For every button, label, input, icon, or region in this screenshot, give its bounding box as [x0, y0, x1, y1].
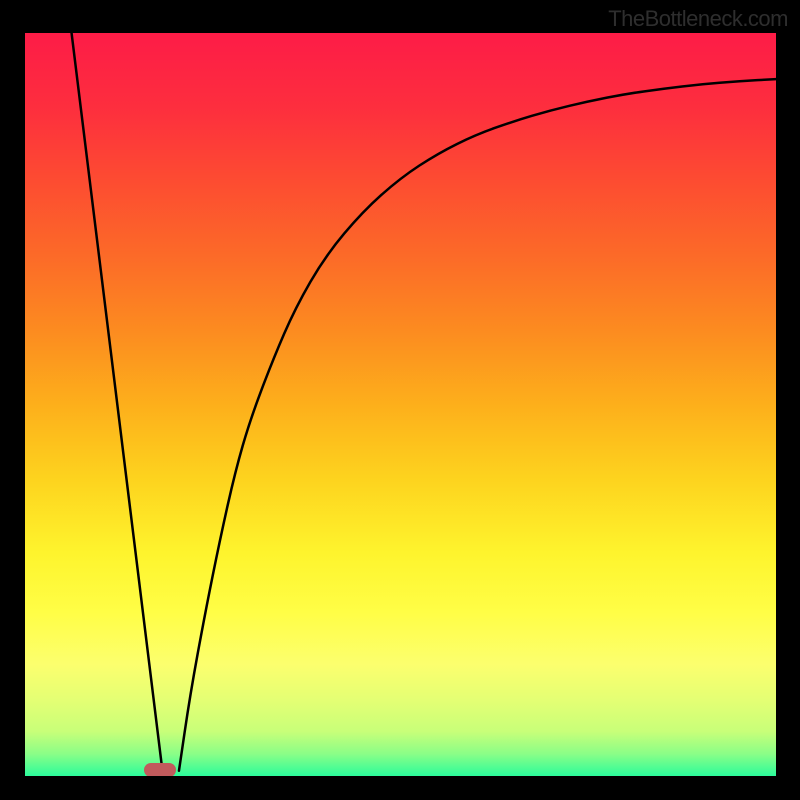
bottleneck-curve — [25, 33, 776, 776]
optimal-point-marker — [144, 763, 176, 776]
watermark-text: TheBottleneck.com — [608, 6, 788, 32]
chart-plot-area — [25, 33, 776, 776]
